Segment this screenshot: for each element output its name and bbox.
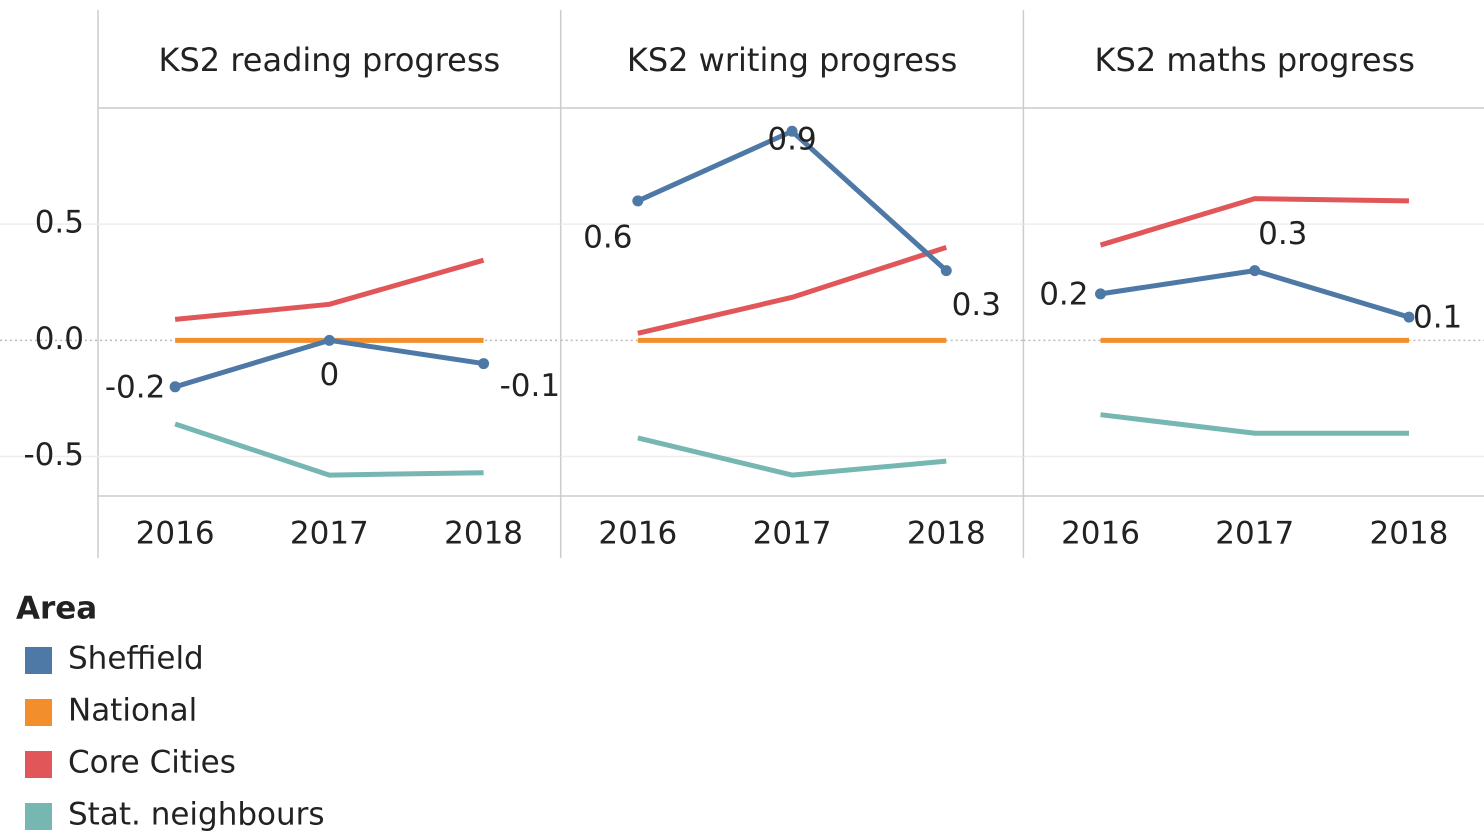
series-line: Stat. neighbours — [637, 435, 947, 478]
point — [1403, 311, 1415, 323]
point — [478, 358, 490, 370]
x-tick-label: 2017 — [1215, 516, 1294, 552]
legend-swatch — [25, 647, 52, 674]
y-tick-label: 0.5 — [35, 205, 84, 241]
data-label: -0.1 — [500, 368, 561, 404]
data-label: 0 — [319, 357, 339, 393]
panel-title: KS2 maths progress — [1095, 41, 1415, 79]
data-label: 0.9 — [767, 122, 816, 158]
legend-swatch — [25, 751, 52, 778]
series-line: Sheffield — [1100, 268, 1410, 320]
data-label: 0.1 — [1413, 300, 1462, 336]
y-tick-label: -0.5 — [24, 437, 85, 473]
x-tick-label: 2016 — [136, 516, 215, 552]
point — [1095, 288, 1107, 300]
point — [632, 195, 644, 207]
series-line: Stat. neighbours — [174, 421, 484, 478]
legend-label: Sheffield — [68, 641, 204, 677]
legend-label: Stat. neighbours — [68, 797, 325, 833]
data-label: 0.2 — [1039, 276, 1088, 312]
x-tick-label: 2017 — [753, 516, 832, 552]
x-tick-label: 2016 — [1061, 516, 1140, 552]
data-label: -0.2 — [105, 369, 166, 405]
panel-title: KS2 reading progress — [159, 41, 501, 79]
x-tick-label: 2016 — [598, 516, 677, 552]
data-label: 0.3 — [1258, 216, 1307, 252]
x-tick-label: 2018 — [907, 516, 986, 552]
legend-label: National — [68, 693, 197, 729]
point — [786, 125, 798, 137]
x-tick-label: 2017 — [290, 516, 369, 552]
point — [169, 381, 181, 393]
legend-title: Area — [16, 591, 97, 627]
series-line: Stat. neighbours — [1100, 412, 1409, 436]
point — [940, 265, 952, 277]
x-tick-label: 2018 — [444, 516, 523, 552]
series-line: Core Cities — [1099, 196, 1410, 248]
y-tick-label: 0.0 — [35, 321, 84, 357]
panel-title: KS2 writing progress — [627, 41, 957, 79]
series-line: Core Cities — [637, 245, 948, 336]
series-line: Core Cities — [174, 257, 485, 322]
data-label: 0.6 — [583, 219, 632, 255]
legend-swatch — [25, 699, 52, 726]
point — [1249, 265, 1261, 277]
data-label: 0.3 — [952, 287, 1001, 323]
x-tick-label: 2018 — [1370, 516, 1449, 552]
legend-swatch — [25, 803, 52, 830]
legend-label: Core Cities — [68, 745, 236, 781]
point — [323, 334, 335, 346]
